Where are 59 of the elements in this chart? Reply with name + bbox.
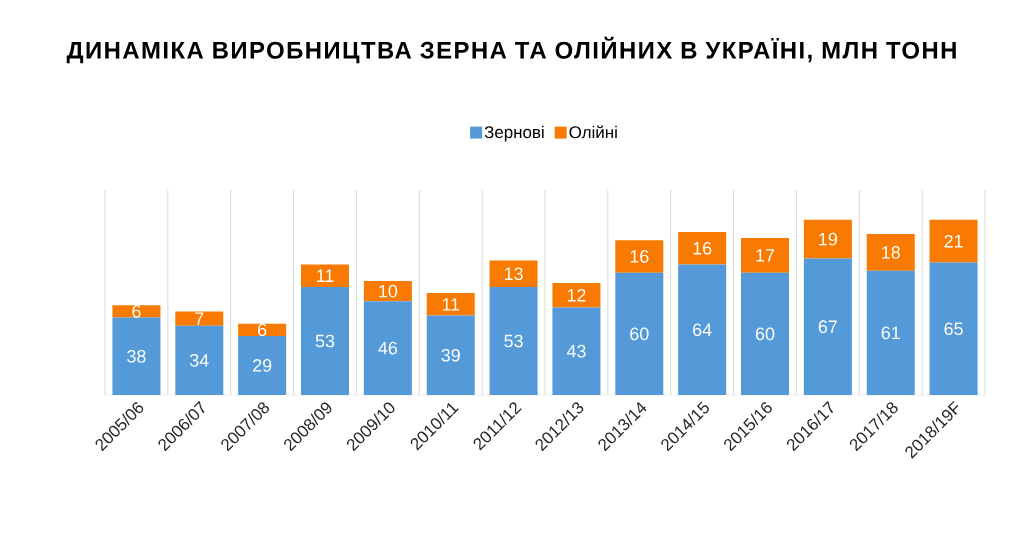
bar: [175, 311, 224, 326]
bar: [175, 325, 224, 395]
data-label: 60: [630, 327, 649, 341]
data-label: 61: [881, 326, 900, 340]
data-label: 16: [630, 250, 649, 263]
bar: [301, 264, 350, 287]
chart-title: ДИНАМІКА ВИРОБНИЦТВА ЗЕРНА ТА ОЛІЙНИХ В УКРАЇНІ, МЛН ТОНН: [66, 36, 956, 64]
legend-label: Зернові: [484, 125, 544, 142]
bar: [363, 301, 412, 395]
data-label: 21: [944, 234, 963, 248]
data-label: 19: [819, 232, 837, 246]
data-label: 11: [317, 269, 334, 282]
bar: [238, 323, 287, 336]
bar: [615, 240, 664, 273]
data-label: 10: [379, 284, 398, 298]
bar: [866, 270, 915, 395]
bar: [929, 219, 978, 263]
bar: [678, 264, 727, 395]
data-label: 18: [882, 246, 900, 259]
data-label: 34: [190, 353, 209, 367]
bar: [489, 260, 538, 287]
data-label: 13: [504, 267, 523, 281]
bar: [678, 231, 727, 265]
data-label: 6: [132, 305, 141, 318]
bar: [615, 272, 664, 395]
bar: [112, 305, 161, 318]
bar: [803, 219, 852, 259]
bar: [238, 335, 287, 395]
bar: [426, 315, 475, 395]
data-label: 29: [253, 359, 272, 372]
data-label: 39: [441, 348, 460, 362]
bar: [363, 280, 412, 302]
bar: [301, 287, 350, 395]
data-label: 67: [818, 320, 837, 334]
data-label: 43: [566, 344, 586, 358]
data-label: 16: [693, 241, 712, 255]
bar: [741, 272, 790, 395]
data-label: 64: [693, 323, 712, 337]
data-label: 6: [258, 323, 267, 337]
bar: [866, 234, 915, 271]
data-label: 38: [127, 349, 146, 363]
bar: [489, 287, 538, 395]
bar: [112, 317, 161, 395]
bar: [929, 262, 978, 395]
data-label: 53: [504, 334, 523, 348]
data-label: 12: [567, 288, 586, 302]
data-label: 53: [315, 334, 335, 348]
data-label: 60: [755, 327, 775, 341]
data-label: 17: [756, 249, 775, 262]
bar: [426, 293, 475, 316]
bar: [803, 258, 852, 395]
data-label: 65: [944, 322, 963, 336]
legend-label: Олійні: [569, 125, 617, 139]
data-label: 11: [442, 298, 460, 311]
data-label: 46: [378, 341, 398, 355]
bar: [552, 282, 601, 308]
bar: [741, 238, 790, 273]
data-label: 7: [195, 312, 204, 325]
bar: [552, 307, 601, 395]
